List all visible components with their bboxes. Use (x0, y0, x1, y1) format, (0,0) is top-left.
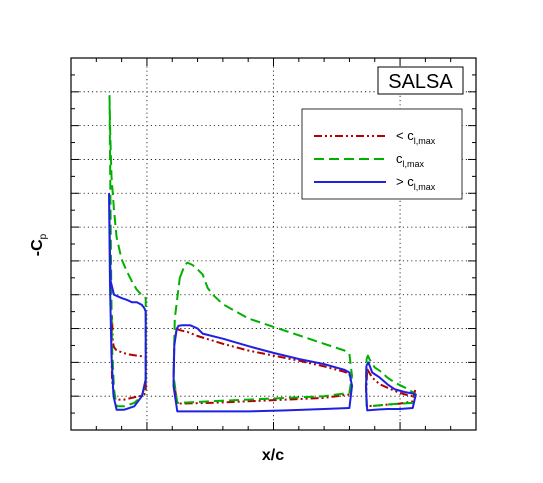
series-0-segment-1 (172, 327, 353, 405)
legend-label-2: > cl,max (396, 174, 436, 192)
legend-label-prefix-2: > c (396, 174, 414, 189)
series-2-segment-1 (172, 324, 353, 413)
series-1-segment-2 (364, 354, 417, 408)
legend-label-sub-2: l,max (414, 182, 436, 192)
y-axis-label: -Cp (29, 233, 49, 256)
y-axis-label-sub: p (38, 233, 49, 239)
series-layer (108, 95, 417, 413)
salsa-tag: SALSA (377, 66, 464, 95)
grid-lines (71, 57, 476, 430)
series-1-segment-0 (108, 95, 147, 408)
legend-label-prefix-0: < c (396, 128, 414, 143)
x-axis-label: x/c (262, 447, 284, 464)
legend-label-sub-1: l,max (403, 159, 425, 169)
salsa-tag-box (377, 66, 464, 95)
series-0-segment-2 (365, 368, 417, 408)
legend-label-1: cl,max (396, 151, 425, 169)
legend-box (301, 108, 463, 200)
legend-label-sub-0: l,max (414, 136, 436, 146)
legend-label-0: < cl,max (396, 128, 436, 146)
legend-label-prefix-1: c (396, 151, 403, 166)
plot-frame (70, 57, 477, 431)
series-1-segment-1 (172, 261, 353, 404)
y-axis-label-main: -C (29, 239, 46, 256)
svg-text:-Cp: -Cp (29, 233, 49, 256)
series-2-segment-0 (108, 193, 147, 411)
series-2-segment-2 (365, 361, 417, 412)
axis-ticks (70, 57, 477, 431)
salsa-tag-text: SALSA (388, 71, 453, 93)
series-0-segment-0 (110, 314, 147, 401)
